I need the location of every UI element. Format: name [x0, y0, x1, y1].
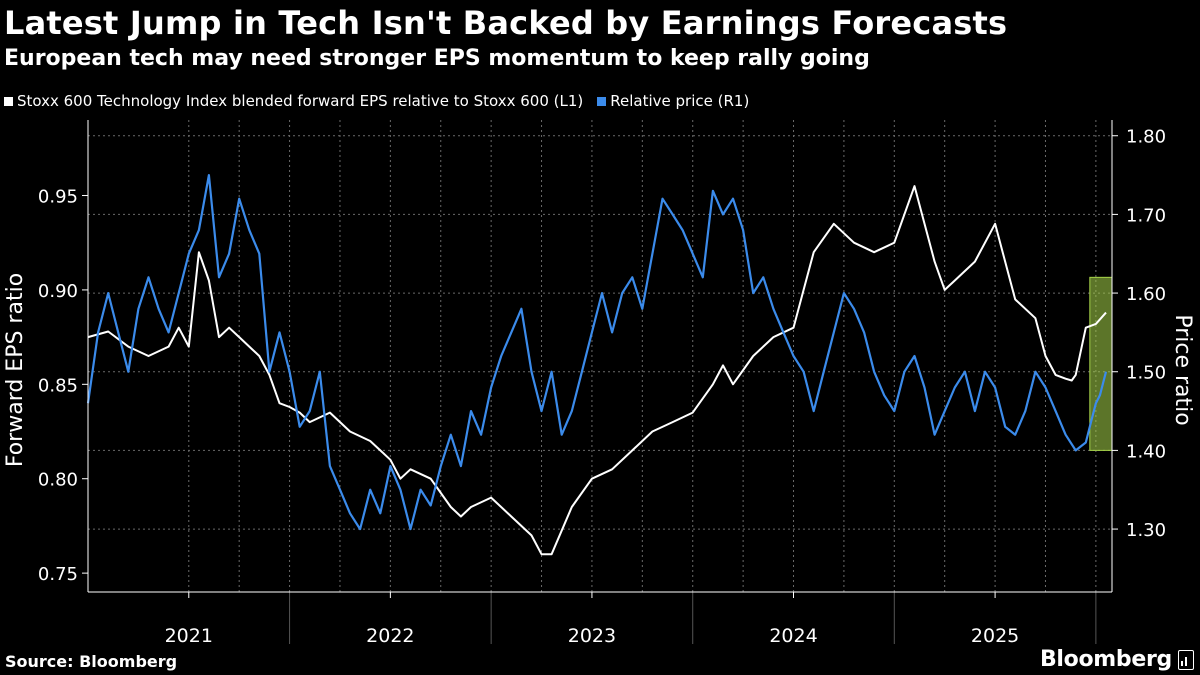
brand-name: Bloomberg: [1039, 647, 1172, 672]
bloomberg-chart-icon: [1178, 649, 1194, 670]
tick-label-right-3: 1.60: [1126, 284, 1166, 305]
gridlines: [88, 120, 1112, 592]
legend: Stoxx 600 Technology Index blended forwa…: [4, 92, 763, 110]
chart-subtitle: European tech may need stronger EPS mome…: [4, 46, 870, 71]
series-line-eps: [87, 185, 1107, 556]
tick-label-left-0: 0.75: [38, 564, 78, 585]
tick-label-x-3: 2024: [769, 625, 817, 647]
tick-label-right-4: 1.70: [1126, 205, 1166, 226]
legend-swatch-eps: [4, 96, 13, 106]
tick-label-left-3: 0.90: [38, 281, 78, 302]
tick-label-right-1: 1.40: [1126, 441, 1166, 462]
series-layer: [86, 174, 1108, 556]
tick-label-x-4: 2025: [971, 625, 1019, 647]
highlight-layer: [1089, 276, 1113, 451]
tick-label-right-5: 1.80: [1126, 127, 1166, 148]
highlight-box: [1089, 276, 1113, 451]
y-axis-label-right: Price ratio: [1170, 314, 1195, 425]
legend-label-price: Relative price (R1): [610, 92, 750, 110]
legend-item-price: Relative price (R1): [597, 92, 749, 110]
legend-label-eps: Stoxx 600 Technology Index blended forwa…: [17, 92, 584, 110]
tick-label-left-4: 0.95: [38, 187, 78, 208]
y-axis-label-left: Forward EPS ratio: [3, 273, 28, 467]
chart-title: Latest Jump in Tech Isn't Backed by Earn…: [4, 4, 1008, 42]
tick-label-x-0: 2021: [165, 625, 213, 647]
brand-logo: Bloomberg: [1040, 647, 1194, 672]
tick-label-x-1: 2022: [366, 625, 414, 647]
series-line-price: [86, 174, 1108, 531]
legend-item-eps: Stoxx 600 Technology Index blended forwa…: [4, 92, 583, 110]
legend-swatch-price: [597, 96, 607, 106]
tick-label-x-2: 2023: [568, 625, 616, 647]
axes-layer: 1.30 1.40 1.50 1.60 1.70 1.80 0.75 0.80 0.85 0.90…: [38, 120, 1166, 647]
tick-label-left-2: 0.85: [38, 375, 78, 396]
source-note: Source: Bloomberg: [5, 652, 178, 671]
tick-label-left-1: 0.80: [38, 470, 78, 491]
tick-label-right-2: 1.50: [1126, 363, 1166, 384]
tick-label-right-0: 1.30: [1126, 520, 1166, 541]
